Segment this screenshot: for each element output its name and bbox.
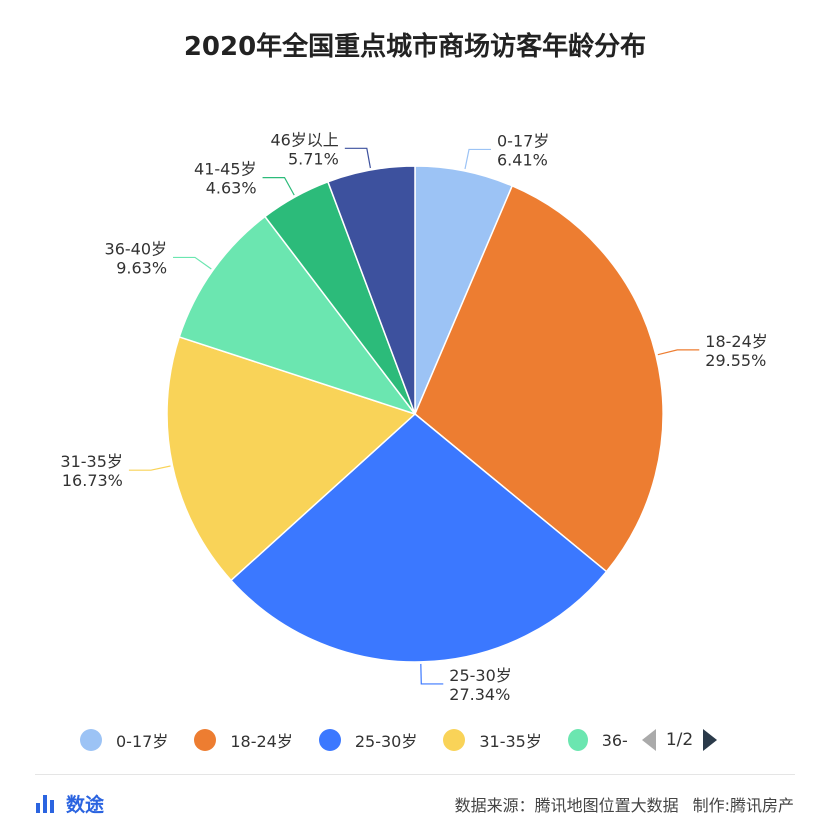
leader-line [128, 465, 171, 471]
legend-item-18-24[interactable]: 18-24岁 [194, 728, 293, 752]
legend-page-indicator: 1/2 [665, 730, 694, 750]
legend-item-31-35[interactable]: 31-35岁 [443, 728, 542, 752]
data-source: 数据来源：腾讯地图位置大数据 [454, 796, 679, 815]
slice-percent-label: 29.55% [705, 351, 766, 370]
slice-label: 46岁以上 [270, 130, 338, 149]
slice-label: 18-24岁 [705, 332, 768, 351]
legend-label: 31-35岁 [479, 732, 542, 751]
producer-credit: 制作:腾讯房产 [692, 796, 794, 815]
legend-swatch [80, 729, 102, 751]
legend-swatch [318, 729, 341, 751]
legend-label: 0-17岁 [116, 732, 169, 751]
slice-percent-label: 16.73% [62, 471, 123, 490]
slice-percent-label: 9.63% [116, 258, 167, 277]
leader-line [173, 256, 212, 270]
pie-slice-31-35-3[interactable] [166, 335, 417, 582]
slice-label: 41-45岁 [194, 160, 257, 179]
legend-item-36-40[interactable]: 36- [567, 729, 628, 751]
bar-chart-icon [36, 794, 60, 813]
pie-slice-46-6[interactable] [326, 165, 416, 415]
legend-label: 36- [601, 730, 628, 750]
leader-line [657, 349, 700, 356]
pie-slice-25-30-2[interactable] [229, 413, 608, 663]
source-note: 数据来源：腾讯地图位置大数据 制作:腾讯房产 [441, 792, 794, 816]
legend-swatch [443, 729, 466, 751]
chart-title: 2020年全国重点城市商场访客年龄分布 [183, 32, 647, 62]
leader-line [464, 148, 492, 170]
brand-logo: 数途 [36, 790, 104, 817]
legend-pager: 1/2 [641, 729, 718, 751]
slice-percent-label: 4.63% [206, 179, 257, 198]
leader-line [344, 147, 371, 169]
slice-percent-label: 27.34% [449, 685, 510, 704]
legend: 0-17岁 18-24岁 25-30岁 31-35岁 36- 1/2 [80, 726, 718, 754]
legend-item-0-17[interactable]: 0-17岁 [80, 728, 168, 752]
pie-slice-36-40-4[interactable] [178, 215, 418, 416]
legend-swatch [194, 729, 217, 751]
legend-item-25-30[interactable]: 25-30岁 [318, 728, 418, 752]
pie-slice-18-24-1[interactable] [414, 184, 664, 573]
legend-swatch [567, 729, 588, 751]
slice-label: 0-17岁 [497, 131, 549, 150]
slice-label: 31-35岁 [60, 452, 123, 471]
leader-line [420, 663, 444, 685]
slice-label: 25-30岁 [449, 666, 512, 685]
slice-label: 36-40岁 [105, 239, 168, 258]
legend-label: 18-24岁 [230, 732, 293, 751]
brand-name: 数途 [66, 794, 105, 816]
slice-percent-label: 6.41% [497, 150, 548, 169]
slice-percent-label: 5.71% [288, 149, 339, 168]
leader-line [262, 177, 295, 196]
legend-label: 25-30岁 [354, 732, 418, 751]
legend-next-page-icon[interactable] [703, 729, 718, 751]
footer-divider [35, 774, 795, 775]
legend-prev-page-icon[interactable] [641, 729, 656, 751]
